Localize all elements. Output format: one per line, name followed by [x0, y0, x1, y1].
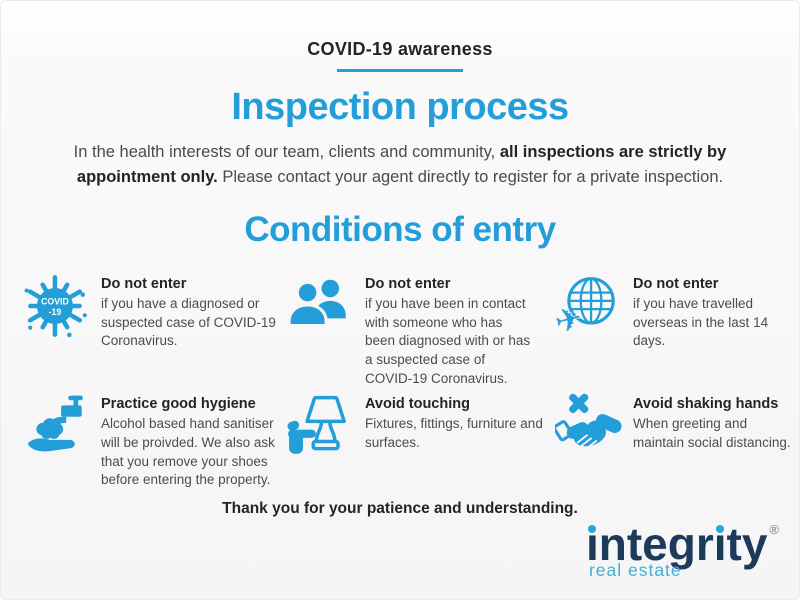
covid-virus-icon: COVID -19	[24, 275, 87, 338]
contact-people-icon	[287, 279, 346, 328]
airplane-glyph: ✈	[555, 298, 586, 340]
section-title: Conditions of entry	[244, 210, 556, 250]
intro-paragraph: In the health interests of our team, cli…	[1, 140, 799, 190]
condition-body: When greeting and maintain social distan…	[633, 416, 791, 450]
condition-item-contact: Do not enter if you have been in contact…	[287, 272, 547, 388]
condition-body: Alcohol based hand sanitiser will be pro…	[101, 416, 275, 488]
logo-letter-i: ı	[713, 518, 727, 570]
condition-title: Do not enter	[633, 276, 719, 293]
condition-title: Avoid touching	[365, 396, 470, 413]
registered-trademark-symbol: ®	[769, 522, 779, 537]
condition-item-touching: Avoid touching Fixtures, fittings, furni…	[287, 392, 547, 460]
condition-item-handshake: Avoid shaking hands When greeting and ma…	[555, 392, 799, 460]
logo-letter-i: ı	[585, 518, 599, 570]
condition-item-covid-case: COVID -19 Do not enter if you have a dia…	[23, 272, 279, 351]
conditions-grid: COVID -19 Do not enter if you have a dia…	[23, 272, 799, 490]
accent-underline	[337, 69, 463, 72]
logo-tagline: real estate	[588, 560, 682, 580]
no-handshake-icon	[555, 393, 622, 450]
condition-title: Practice good hygiene	[101, 396, 256, 413]
condition-item-hygiene: Practice good hygiene Alcohol based hand…	[23, 392, 279, 490]
covid-badge-text-2: -19	[49, 307, 62, 317]
logo-letters: ty	[726, 518, 768, 570]
intro-line1-normal: In the health interests of our team, cli…	[73, 143, 500, 161]
integrity-logo: ıntegrıty ® real estate	[585, 518, 779, 581]
intro-line-1: In the health interests of our team, cli…	[1, 140, 799, 165]
overseas-travel-globe-icon: ✈	[555, 277, 615, 340]
intro-line-2: appointment only. Please contact your ag…	[1, 165, 799, 190]
intro-line2-bold: appointment only.	[76, 168, 218, 187]
condition-body: Fixtures, fittings, furniture and surfac…	[365, 416, 543, 450]
condition-title: Do not enter	[101, 276, 187, 293]
condition-body: if you have a diagnosed or suspected cas…	[101, 296, 276, 349]
condition-title: Do not enter	[365, 276, 451, 293]
page-title: Inspection process	[231, 86, 569, 128]
avoid-touching-lamp-icon	[287, 396, 346, 455]
condition-body: if you have been in contact with someone…	[365, 296, 531, 386]
thanks-line: Thank you for your patience and understa…	[222, 499, 578, 517]
logo-wordmark: ıntegrıty ®	[585, 518, 779, 570]
covid-badge-text-1: COVID	[41, 297, 69, 307]
eyebrow-heading: COVID-19 awareness	[307, 39, 493, 59]
condition-item-travel: ✈ Do not enter if you have travelled ove…	[555, 272, 799, 351]
condition-body: if you have travelled overseas in the la…	[633, 296, 769, 349]
intro-line2-normal: Please contact your agent directly to re…	[217, 168, 724, 187]
intro-line1-bold: all inspections are strictly by	[499, 143, 727, 161]
logo-letters: ntegr	[598, 518, 714, 570]
condition-title: Avoid shaking hands	[633, 396, 779, 413]
hand-hygiene-icon	[27, 395, 83, 452]
